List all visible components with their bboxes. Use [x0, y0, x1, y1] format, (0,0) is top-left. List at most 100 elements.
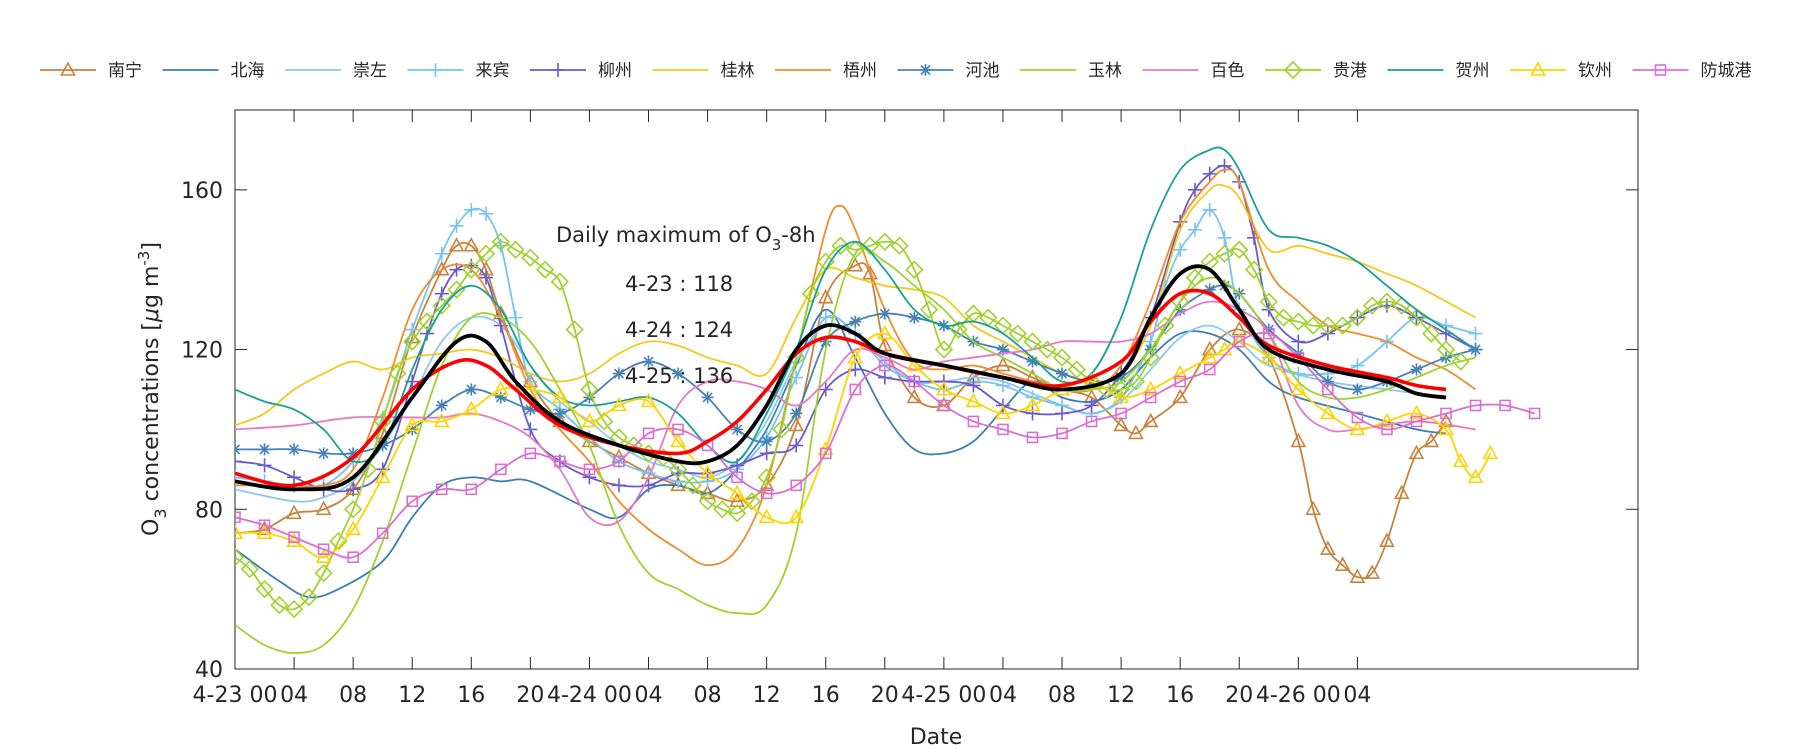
data-point: [257, 458, 272, 473]
data-point: [818, 382, 833, 397]
data-point: [1438, 420, 1454, 436]
data-point: [287, 470, 302, 485]
x-tick-label: 16: [1166, 683, 1194, 708]
data-point: [1379, 532, 1395, 548]
data-point: [1085, 415, 1098, 428]
series-line: [235, 241, 1447, 579]
series-line: [235, 168, 1477, 567]
data-point: [701, 391, 714, 404]
data-point: [463, 400, 480, 416]
data-point: [1482, 444, 1499, 460]
data-point: [554, 455, 566, 468]
legend-item-e8b4bae5b79e: 贺州: [1387, 61, 1490, 81]
data-point: [742, 492, 762, 511]
legend-label: 南宁: [108, 61, 142, 81]
data-point: [919, 300, 939, 319]
x-tick-label: 12: [398, 683, 426, 708]
y-tick-label: 120: [181, 339, 223, 364]
data-point: [491, 232, 510, 251]
legend-item-e78e89e69e97: 玉林: [1020, 61, 1122, 81]
data-point: [611, 478, 626, 493]
data-point: [997, 423, 1009, 436]
data-point: [583, 463, 596, 476]
data-point: [552, 388, 568, 404]
data-point: [1217, 230, 1232, 245]
data-point: [699, 464, 716, 480]
data-point: [819, 335, 832, 348]
data-point: [1115, 371, 1128, 384]
red-average-line: [235, 288, 1447, 488]
data-point: [1274, 308, 1293, 327]
data-point: [1142, 412, 1159, 428]
legend-item-e58c97e6b5b7: 北海: [162, 61, 265, 81]
legend-item-e5b487e5b7a6: 崇左: [285, 61, 387, 81]
data-point: [256, 520, 273, 536]
legend-item-e69fb3e5b79e: 柳州: [530, 61, 632, 81]
legend: 南宁 北海 崇左 来宾 柳州 桂林 梧州 河池 玉林 百色 贵港 贺州 钦州 防城港: [40, 60, 1752, 81]
data-point: [1156, 316, 1175, 335]
legend-label: 崇左: [353, 61, 387, 81]
legend-marker: [60, 61, 76, 76]
x-tick-label: 04: [635, 683, 663, 708]
legend-item-e58d97e5ae81: 南宁: [40, 61, 142, 81]
data-point: [1290, 380, 1307, 396]
data-point: [790, 479, 803, 492]
data-point: [934, 340, 954, 359]
x-tick-label: 20: [1225, 683, 1253, 708]
data-point: [760, 487, 773, 500]
data-point: [582, 470, 597, 485]
data-point: [876, 336, 893, 352]
data-point: [492, 380, 509, 396]
data-point: [757, 468, 776, 487]
x-tick-label: 20: [871, 683, 899, 708]
legend-item-e6a182e69e97: 桂林: [652, 61, 755, 81]
data-point: [1289, 312, 1308, 331]
data-point: [347, 447, 360, 460]
x-tick-label: 12: [753, 683, 781, 708]
data-point: [1203, 283, 1216, 296]
data-point: [235, 470, 242, 485]
data-point: [1128, 424, 1144, 440]
data-point: [760, 435, 773, 448]
data-point: [1247, 230, 1262, 245]
data-point: [1320, 540, 1336, 556]
data-point: [1202, 202, 1217, 217]
data-point: [235, 511, 241, 524]
data-point: [465, 483, 478, 496]
data-point: [417, 312, 437, 331]
data-point: [523, 422, 538, 437]
data-point: [447, 280, 466, 299]
x-tick-label: 4-24 00: [547, 683, 632, 708]
data-point: [521, 248, 540, 267]
data-point: [1262, 323, 1275, 336]
legend-label: 来宾: [476, 61, 510, 81]
data-point: [1351, 411, 1364, 424]
data-point: [1410, 415, 1423, 428]
series-e998b2e59f8ee6b8af: [235, 327, 1541, 564]
legend-marker: [1654, 64, 1667, 76]
data-point: [1259, 292, 1278, 311]
data-point: [936, 380, 952, 396]
data-point: [1333, 316, 1352, 335]
data-point: [1452, 452, 1469, 468]
data-point: [1321, 375, 1334, 388]
data-point: [640, 392, 657, 408]
data-point: [433, 412, 450, 428]
legend-label: 玉林: [1088, 61, 1122, 81]
data-point: [315, 548, 332, 564]
data-point: [908, 375, 921, 388]
series-line: [235, 332, 1492, 559]
data-point: [1230, 240, 1249, 259]
data-point: [846, 240, 865, 259]
data-point: [906, 356, 923, 372]
data-point: [258, 443, 271, 456]
series-layer: [235, 146, 1541, 654]
legend-item-e6b2b3e6b1a0: 河池: [897, 61, 1000, 81]
series-e6a2a7e5b79e: [235, 168, 1477, 567]
data-point: [462, 260, 481, 279]
legend-label: 北海: [231, 61, 265, 81]
x-tick-label: 16: [812, 683, 840, 708]
legend-label: 贵港: [1333, 61, 1367, 81]
y-tick-label: 80: [195, 498, 223, 523]
